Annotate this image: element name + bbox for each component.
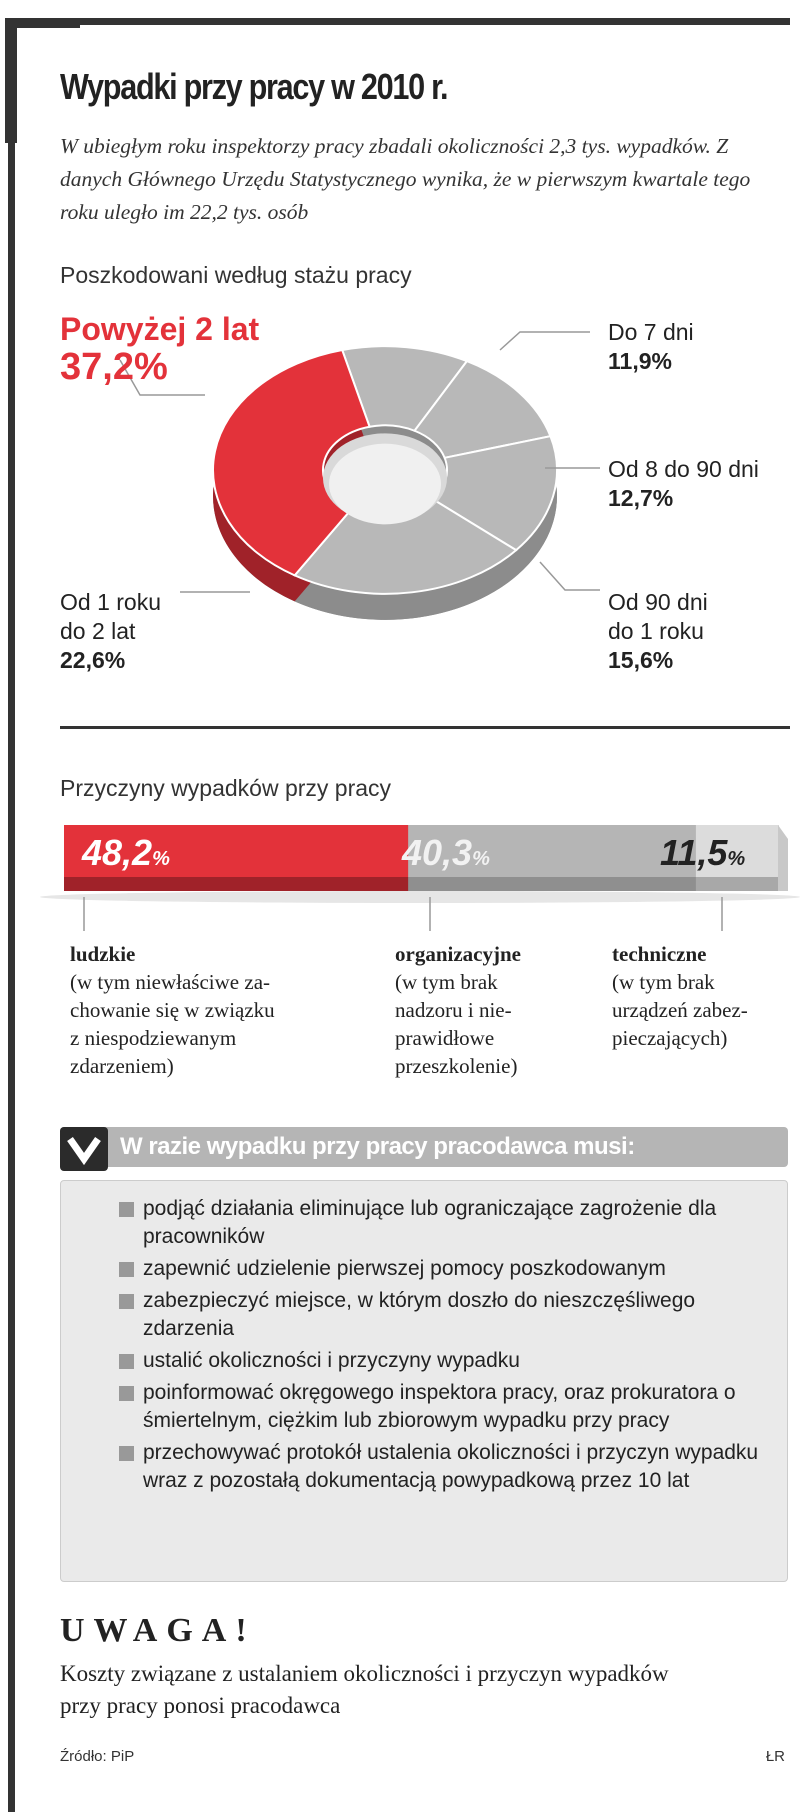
duty-item: zapewnić udzielenie pierwszej pomocy pos… [119,1255,779,1283]
box-header [60,1127,788,1167]
pie-label-text: Od 8 do 90 dni [608,456,759,482]
bar-value-unit: % [727,848,746,870]
cause-description: nadzoru i nie- [395,998,512,1022]
bar-value-number: 40,3 [402,832,473,873]
duty-item: poinformować okręgowego inspektora pracy… [119,1379,779,1435]
cause-description: (w tym brak [395,970,498,994]
bar-title: Przyczyny wypadków przy pracy [60,775,392,801]
pie-label: Do 7 dni 11,9% [608,318,694,376]
pie-value: 22,6% [60,647,126,673]
bar-segment-side [64,877,410,891]
lead-text: W ubiegłym roku inspektorzy pracy zbadal… [60,134,751,224]
pie-value: 11,9% [608,348,672,374]
cause-label: organizacyjne (w tym brak nadzoru i nie-pr… [395,940,521,1080]
credit: ŁR [765,1748,785,1765]
donut-chart [119,331,600,620]
bar-value-unit: % [152,848,170,870]
duties-list: podjąć działania eliminujące lub ogranic… [119,1195,779,1499]
pie-label-text: Od 90 dni [608,589,708,615]
cause-title: ludzkie [70,942,136,966]
cause-description: urządzeń zabez- [612,998,748,1022]
source: Źródło: PiP [60,1748,135,1765]
cause-title: techniczne [612,942,707,966]
pie-label: Od 90 dni do 1 roku 15,6% [608,588,708,675]
pie-value: 37,2% [60,346,168,388]
donut-slice [412,359,552,459]
pie-title: Poszkodowani według stażu pracy [60,262,412,288]
duty-item: podjąć działania eliminujące lub ogranic… [119,1195,779,1251]
bar-segment-side [408,877,697,891]
pie-value: 12,7% [608,485,674,511]
leader-line [539,561,600,591]
duties-box: podjąć działania eliminujące lub ogranic… [60,1180,788,1582]
bar-value-number: 11,5 [660,832,728,873]
frame-left-accent [5,18,17,143]
bar-value-number: 48,2 [82,832,153,873]
uwaga-heading: UWAGA! [60,1612,256,1649]
cause-label: techniczne (w tym brak urządzeń zabez-piec… [612,940,748,1052]
leader-line [119,359,205,396]
section-divider [60,726,790,729]
cause-description: (w tym niewłaściwe za- [70,970,271,994]
bar-segment [408,825,697,877]
frame-top-rule [8,18,790,25]
bar-value-unit: % [472,848,490,870]
duty-item: zabezpieczyć miejsce, w którym doszło do… [119,1287,779,1343]
duty-item: przechowywać protokół ustalenia okoliczn… [119,1439,779,1495]
bar-segment [695,825,779,877]
bar-end [778,825,788,891]
cause-description: przeszkolenie) [395,1054,518,1078]
cause-description: (w tym brak [612,970,715,994]
cause-title: organizacyjne [395,942,521,966]
cause-label: ludzkie (w tym niewłaściwe za-chowanie si… [70,940,275,1080]
chevron-down-icon [60,1127,108,1171]
frame-corner [5,18,80,28]
leader-line [499,331,590,351]
cause-description: zdarzeniem) [70,1054,174,1078]
bar-value: 40,3% [402,832,490,874]
cause-description: prawidłowe [395,1026,495,1050]
pie-label-text: Powyżej 2 lat [60,311,260,347]
bar-value: 48,2% [82,832,170,874]
pie-label-text: do 2 lat [60,618,136,644]
pie-value: 15,6% [608,647,674,673]
bar-segment [64,825,410,877]
bar-segment-side [695,877,779,891]
pie-label-text: Do 7 dni [608,319,694,345]
pie-label-text: do 1 roku [608,618,704,644]
duty-item: ustalić okoliczności i przyczyny wypadku [119,1347,779,1375]
bar-shadow [40,891,800,903]
cause-description: z niespodziewanym [70,1026,237,1050]
stacked-bar-chart [40,825,800,931]
pie-label: Powyżej 2 lat 37,2% [60,310,259,386]
box-title: W razie wypadku przy pracy pracodawca mu… [120,1133,635,1160]
cause-description: pieczających) [612,1026,728,1050]
bar-value: 11,5% [660,832,745,874]
uwaga-text: Koszty związane z ustalaniem okolicznośc… [60,1661,669,1718]
frame-left-rule [8,18,15,1812]
pie-label-text: Od 1 roku [60,589,161,615]
cause-description: chowanie się w związku [70,998,275,1022]
pie-label: Od 8 do 90 dni 12,7% [608,455,759,513]
pie-label: Od 1 roku do 2 lat 22,6% [60,588,161,675]
page-title: Wypadki przy pracy w 2010 r. [60,66,449,107]
donut-hole-inner [329,443,441,525]
